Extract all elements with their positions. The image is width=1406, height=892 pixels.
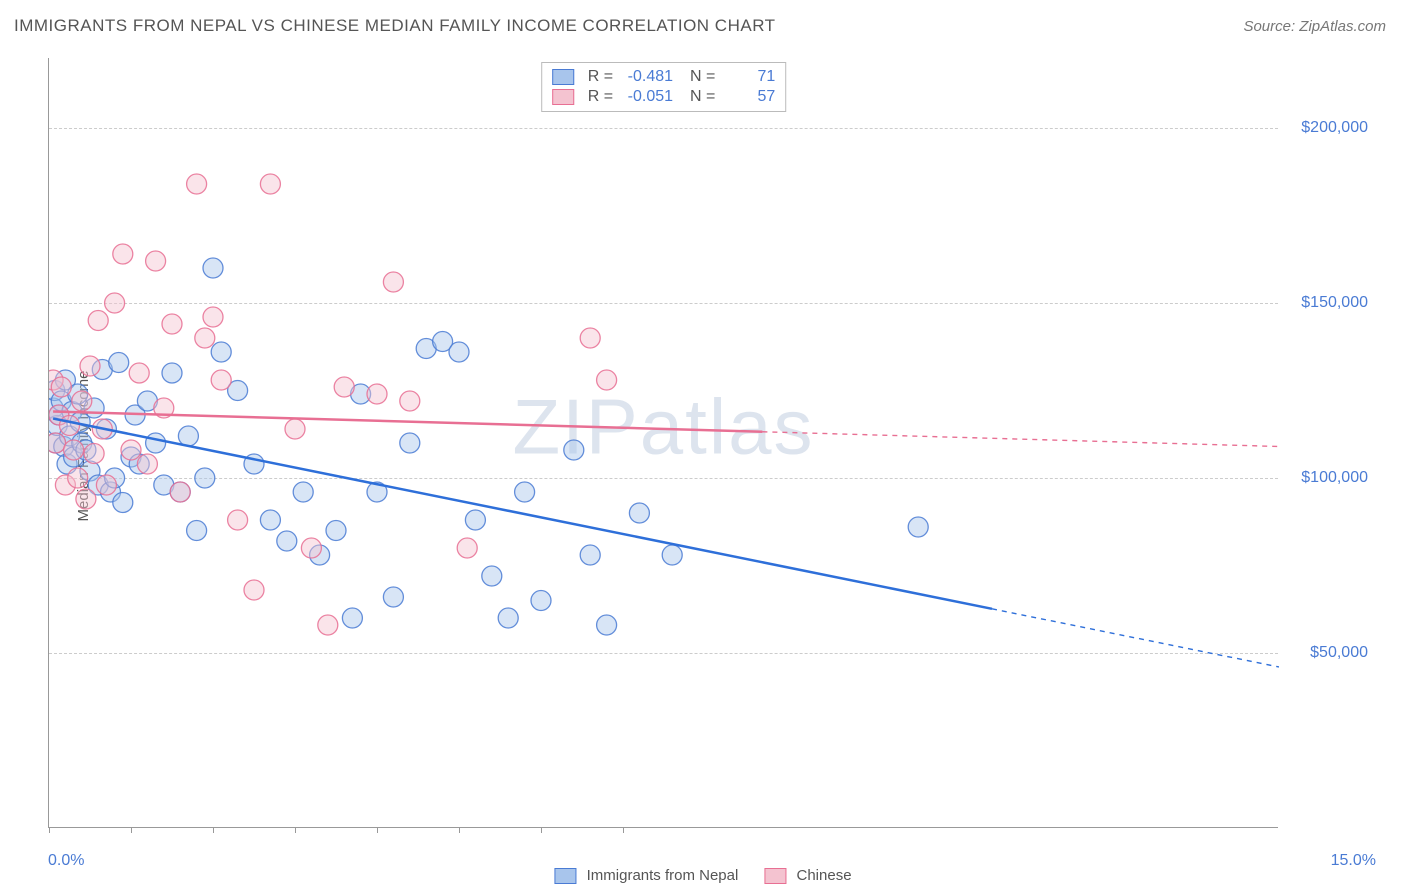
data-point xyxy=(211,370,231,390)
data-point xyxy=(195,468,215,488)
regression-extrapolation xyxy=(762,432,1279,447)
data-point xyxy=(76,489,96,509)
legend-swatch-1 xyxy=(552,69,574,85)
data-point xyxy=(908,517,928,537)
data-point xyxy=(400,391,420,411)
data-point xyxy=(203,258,223,278)
data-point xyxy=(260,510,280,530)
data-point xyxy=(285,419,305,439)
data-point xyxy=(383,587,403,607)
data-point xyxy=(629,503,649,523)
data-point xyxy=(449,342,469,362)
data-point xyxy=(187,174,207,194)
data-point xyxy=(301,538,321,558)
regression-line xyxy=(53,412,762,432)
plot-svg xyxy=(49,58,1279,828)
data-point xyxy=(178,426,198,446)
legend-r-value-2: -0.051 xyxy=(621,88,673,106)
data-point xyxy=(137,454,157,474)
data-point xyxy=(203,307,223,327)
data-point xyxy=(109,353,129,373)
plot-area: ZIPatlas R = -0.481 N = 71 R = -0.051 N … xyxy=(48,58,1278,828)
data-point xyxy=(597,615,617,635)
y-tick-label: $200,000 xyxy=(1288,119,1368,137)
data-point xyxy=(597,370,617,390)
data-point xyxy=(170,482,190,502)
data-point xyxy=(465,510,485,530)
data-point xyxy=(564,440,584,460)
data-point xyxy=(162,363,182,383)
legend-n-label: N = xyxy=(681,88,715,106)
data-point xyxy=(96,475,116,495)
data-point xyxy=(51,377,71,397)
data-point xyxy=(482,566,502,586)
legend-swatch-2 xyxy=(552,89,574,105)
bottom-legend-swatch-2 xyxy=(764,868,786,884)
data-point xyxy=(334,377,354,397)
data-point xyxy=(228,510,248,530)
bottom-legend-label-2: Chinese xyxy=(797,867,852,884)
bottom-legend-item-2: Chinese xyxy=(764,867,851,884)
legend-n-label: N = xyxy=(681,68,715,86)
data-point xyxy=(105,293,125,313)
regression-extrapolation xyxy=(992,609,1279,667)
data-point xyxy=(342,608,362,628)
legend-n-value-2: 57 xyxy=(723,88,775,106)
data-point xyxy=(260,174,280,194)
legend-row-series-1: R = -0.481 N = 71 xyxy=(552,67,776,87)
data-point xyxy=(326,521,346,541)
data-point xyxy=(64,440,84,460)
data-point xyxy=(293,482,313,502)
data-point xyxy=(367,384,387,404)
data-point xyxy=(662,545,682,565)
y-tick-label: $150,000 xyxy=(1288,294,1368,312)
data-point xyxy=(146,433,166,453)
correlation-legend: R = -0.481 N = 71 R = -0.051 N = 57 xyxy=(541,62,787,112)
data-point xyxy=(515,482,535,502)
y-tick-label: $50,000 xyxy=(1288,644,1368,662)
data-point xyxy=(60,416,80,436)
regression-line xyxy=(53,419,992,609)
data-point xyxy=(195,328,215,348)
data-point xyxy=(211,342,231,362)
data-point xyxy=(121,440,141,460)
data-point xyxy=(68,468,88,488)
data-point xyxy=(162,314,182,334)
data-point xyxy=(244,580,264,600)
data-point xyxy=(277,531,297,551)
chart-title: IMMIGRANTS FROM NEPAL VS CHINESE MEDIAN … xyxy=(14,16,776,36)
data-point xyxy=(146,251,166,271)
source-label: Source: ZipAtlas.com xyxy=(1243,18,1386,35)
data-point xyxy=(80,356,100,376)
bottom-legend-label-1: Immigrants from Nepal xyxy=(587,867,739,884)
legend-r-label: R = xyxy=(588,88,613,106)
legend-r-value-1: -0.481 xyxy=(621,68,673,86)
chart-container: IMMIGRANTS FROM NEPAL VS CHINESE MEDIAN … xyxy=(0,0,1406,892)
data-point xyxy=(88,311,108,331)
data-point xyxy=(400,433,420,453)
bottom-legend: Immigrants from Nepal Chinese xyxy=(554,867,851,884)
data-point xyxy=(113,493,133,513)
bottom-legend-swatch-1 xyxy=(554,868,576,884)
data-point xyxy=(72,391,92,411)
data-point xyxy=(187,521,207,541)
data-point xyxy=(84,444,104,464)
data-point xyxy=(383,272,403,292)
data-point xyxy=(129,363,149,383)
bottom-legend-item-1: Immigrants from Nepal xyxy=(554,867,738,884)
data-point xyxy=(580,545,600,565)
data-point xyxy=(457,538,477,558)
legend-r-label: R = xyxy=(588,68,613,86)
legend-row-series-2: R = -0.051 N = 57 xyxy=(552,87,776,107)
legend-n-value-1: 71 xyxy=(723,68,775,86)
data-point xyxy=(498,608,518,628)
data-point xyxy=(580,328,600,348)
data-point xyxy=(113,244,133,264)
y-tick-label: $100,000 xyxy=(1288,469,1368,487)
data-point xyxy=(318,615,338,635)
x-axis-min-label: 0.0% xyxy=(48,852,84,870)
data-point xyxy=(531,591,551,611)
x-axis-max-label: 15.0% xyxy=(1331,852,1376,870)
